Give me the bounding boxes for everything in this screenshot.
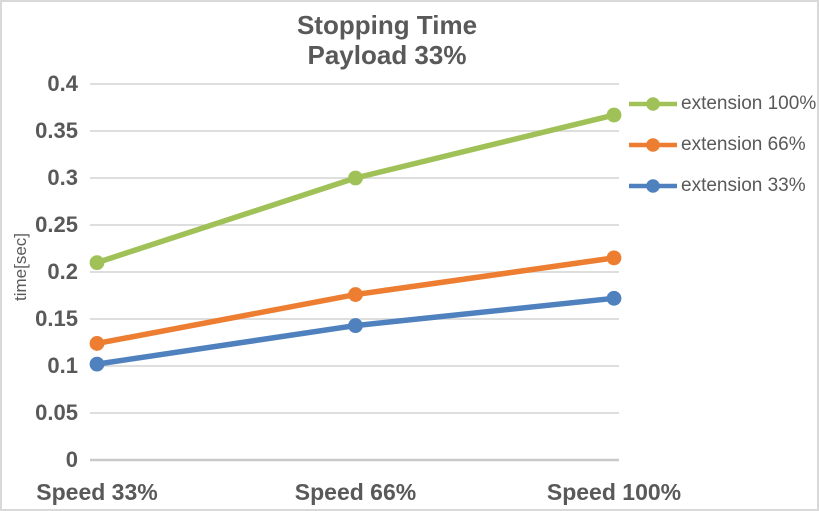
- chart-title-line2: Payload 33%: [307, 40, 467, 70]
- y-tick-label: 0.25: [35, 212, 78, 237]
- y-tick-label: 0.35: [35, 118, 78, 143]
- legend-line-marker-icon: [629, 179, 677, 193]
- data-point-marker: [606, 290, 622, 306]
- legend-line-marker-icon: [629, 138, 677, 152]
- x-category-label: Speed 66%: [294, 479, 417, 505]
- data-point-marker: [606, 250, 622, 266]
- y-tick-label: 0.2: [47, 259, 78, 284]
- series-line-extension-100-: [94, 112, 617, 266]
- legend-label: extension 33%: [681, 175, 806, 196]
- legend-item-extension-33-: extension 33%: [629, 175, 806, 197]
- y-tick-label: 0.1: [47, 353, 78, 378]
- y-tick-label: 0: [65, 447, 78, 472]
- y-tick-label: 0.4: [47, 71, 78, 96]
- legend-item-extension-100-: extension 100%: [629, 93, 816, 115]
- y-tick-label: 0.15: [35, 306, 78, 331]
- chart-title: Stopping Time Payload 33%: [2, 10, 772, 70]
- y-tick-label: 0.05: [35, 400, 78, 425]
- data-point-marker: [606, 107, 622, 123]
- data-point-marker: [348, 287, 363, 302]
- data-point-marker: [89, 255, 105, 270]
- data-point-marker: [89, 336, 105, 351]
- x-category-label: Speed 100%: [546, 479, 682, 505]
- legend-line-marker-icon: [629, 97, 677, 111]
- legend-label: extension 66%: [681, 134, 806, 155]
- chart-title-line1: Stopping Time: [296, 10, 478, 40]
- data-point-marker: [89, 356, 105, 372]
- y-tick-label: 0.3: [47, 165, 78, 190]
- legend-label: extension 100%: [681, 93, 817, 114]
- legend-item-extension-66-: extension 66%: [629, 134, 806, 156]
- x-category-label: Speed 33%: [36, 479, 158, 505]
- data-point-marker: [348, 170, 363, 186]
- data-point-marker: [348, 318, 363, 333]
